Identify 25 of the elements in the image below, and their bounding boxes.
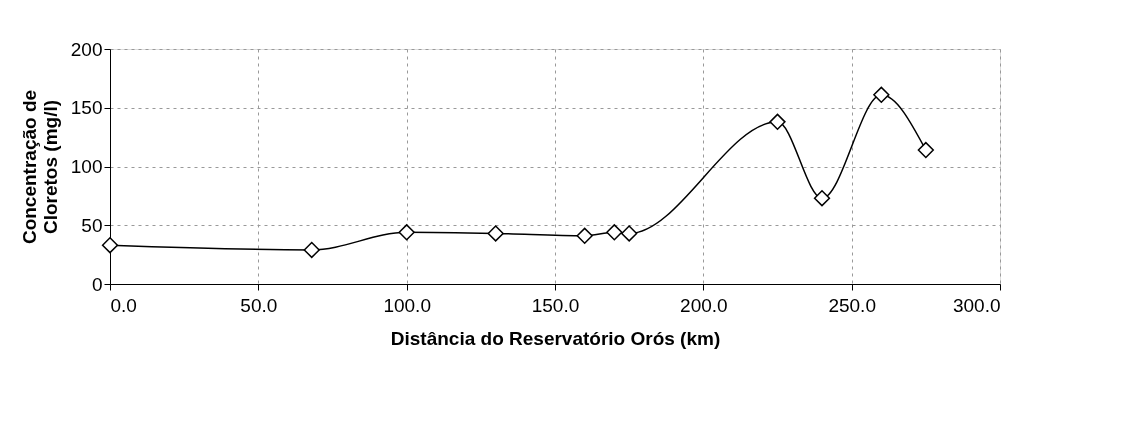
point — [487, 225, 504, 242]
point — [606, 224, 623, 241]
x-tick-label: 150.0 — [531, 294, 580, 316]
x-tick-label: 300.0 — [952, 294, 1001, 316]
point — [621, 225, 638, 242]
x-tick-label: 50.0 — [240, 294, 278, 316]
y-tick-label: 0 — [91, 273, 103, 295]
y-tick-label: 50 — [81, 214, 103, 236]
point — [813, 190, 831, 207]
x-tick-label: 100.0 — [383, 294, 431, 316]
point — [398, 224, 415, 241]
x-axis-title: Distância do Reservatório Orós (km) — [390, 327, 721, 349]
x-tick-label: 250.0 — [828, 294, 876, 316]
point — [917, 141, 934, 159]
y-tick-label: 100 — [70, 156, 103, 177]
x-tick-label: 200.0 — [680, 294, 728, 316]
point — [769, 113, 786, 131]
x-tick-label: 0.0 — [110, 294, 137, 316]
y-axis-title: Concentração de Cloretos (mg/l) — [18, 89, 61, 245]
point — [576, 227, 593, 244]
point — [873, 86, 890, 103]
y-tick-label: 150 — [70, 97, 103, 119]
point — [303, 241, 320, 259]
y-tick-label: 200 — [70, 38, 103, 60]
point — [101, 237, 119, 254]
